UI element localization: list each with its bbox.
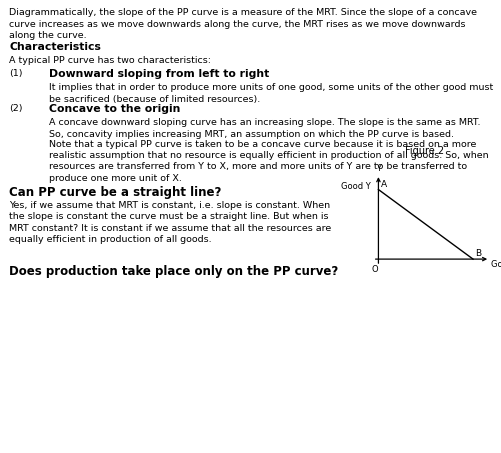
Text: (1): (1): [9, 69, 23, 78]
Text: Downward sloping from left to right: Downward sloping from left to right: [49, 69, 269, 79]
Text: Characteristics: Characteristics: [9, 42, 101, 52]
Text: Can PP curve be a straight line?: Can PP curve be a straight line?: [9, 186, 221, 199]
Text: Good Y: Good Y: [341, 182, 370, 191]
Text: Y: Y: [375, 164, 380, 173]
Text: A: A: [381, 180, 387, 189]
Text: Good X: Good X: [490, 260, 501, 270]
Text: It implies that in order to produce more units of one good, some units of the ot: It implies that in order to produce more…: [49, 83, 492, 104]
Text: O: O: [371, 265, 377, 274]
Text: Figure 2: Figure 2: [404, 146, 443, 156]
Text: B: B: [474, 249, 480, 258]
Text: Does production take place only on the PP curve?: Does production take place only on the P…: [9, 265, 338, 278]
Text: Note that a typical PP curve is taken to be a concave curve because it is based : Note that a typical PP curve is taken to…: [49, 140, 488, 183]
Text: A typical PP curve has two characteristics:: A typical PP curve has two characteristi…: [9, 56, 210, 65]
Text: Diagrammatically, the slope of the PP curve is a measure of the MRT. Since the s: Diagrammatically, the slope of the PP cu…: [9, 8, 476, 40]
Text: Concave to the origin: Concave to the origin: [49, 104, 180, 114]
Text: (2): (2): [9, 104, 23, 113]
Text: A concave downward sloping curve has an increasing slope. The slope is the same : A concave downward sloping curve has an …: [49, 118, 480, 139]
Text: Yes, if we assume that MRT is constant, i.e. slope is constant. When
the slope i: Yes, if we assume that MRT is constant, …: [9, 201, 331, 244]
